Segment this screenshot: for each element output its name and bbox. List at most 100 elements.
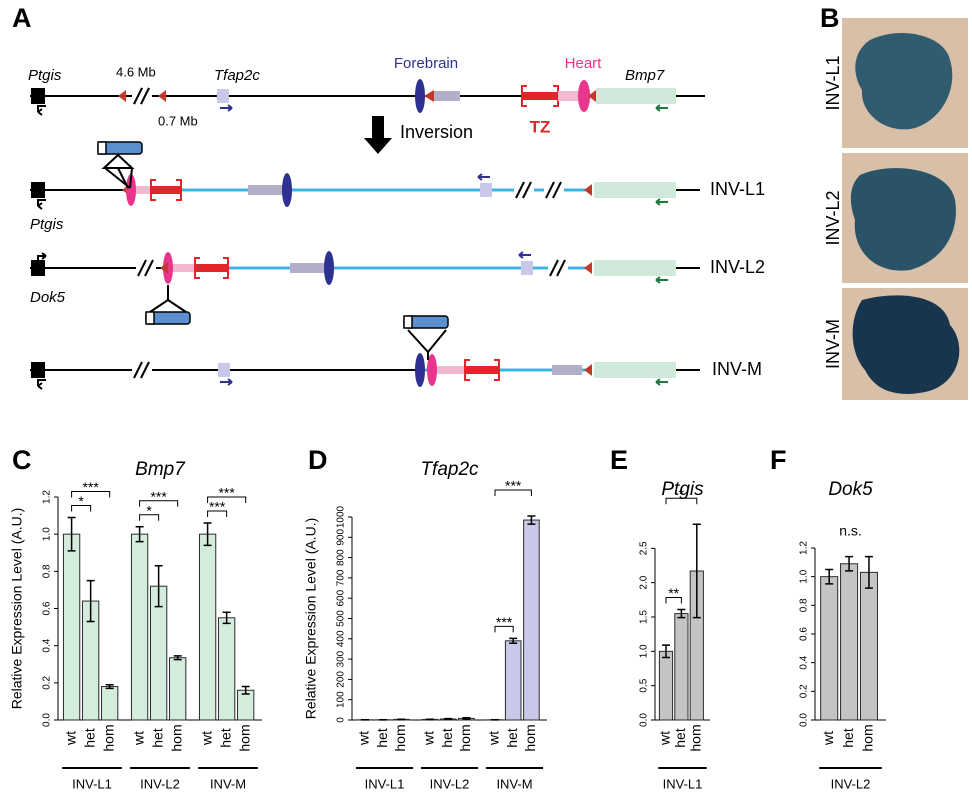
- y-tick-label: 0.0: [799, 713, 810, 727]
- allele-label: INV-M: [712, 359, 762, 379]
- x-tick-label: wt: [657, 731, 673, 746]
- significance-bracket: [139, 514, 160, 521]
- x-tick-label: wt: [62, 731, 78, 746]
- gene-label: Ptgis: [30, 216, 64, 233]
- x-tick-label: hom: [688, 724, 704, 751]
- x-tick-label: hom: [457, 724, 473, 751]
- enhancer-label: Forebrain: [394, 55, 458, 72]
- y-tick-label: 0.0: [42, 713, 53, 727]
- y-tick-label: 300: [336, 650, 347, 667]
- gene-label: Tfap2c: [214, 67, 260, 84]
- error-bar: [825, 568, 834, 585]
- y-tick-label: 1.2: [42, 490, 53, 504]
- x-tick-label: het: [840, 728, 856, 748]
- significance-label: ***: [150, 488, 167, 504]
- y-tick-label: 0.0: [639, 713, 650, 727]
- y-tick-label: 2.0: [639, 575, 650, 589]
- y-tick-label: 900: [336, 529, 347, 546]
- error-bar: [86, 579, 95, 623]
- y-tick-label: 100: [336, 691, 347, 708]
- significance-bracket: [665, 497, 698, 505]
- significance-label: ***: [82, 479, 99, 495]
- x-tick-label: wt: [130, 731, 146, 746]
- y-tick-label: 0.6: [799, 627, 810, 641]
- significance-bracket: [207, 496, 247, 504]
- x-tick-label: hom: [860, 724, 876, 751]
- y-tick-label: 1.2: [799, 541, 810, 555]
- y-axis-label: Relative Expression Level (A.U.): [303, 518, 319, 720]
- significance-label: ***: [218, 485, 235, 501]
- error-bar: [222, 611, 231, 625]
- significance-label: ***: [209, 499, 226, 515]
- significance-bracket: [207, 510, 228, 518]
- y-tick-label: 1.0: [42, 527, 53, 541]
- error-bar: [845, 555, 854, 572]
- annotation: n.s.: [839, 523, 862, 539]
- x-tick-label: het: [504, 728, 520, 748]
- error-bar: [864, 555, 873, 589]
- group-label: INV-L1: [365, 776, 405, 791]
- group-label: INV-L2: [430, 776, 470, 791]
- chart-title: Dok5: [828, 479, 873, 500]
- x-tick-label: het: [149, 728, 165, 748]
- error-bar: [444, 717, 453, 721]
- x-tick-label: het: [374, 728, 390, 748]
- y-tick-label: 0.2: [42, 675, 53, 689]
- x-tick-label: hom: [392, 724, 408, 751]
- y-tick-label: 0.8: [799, 598, 810, 612]
- y-tick-label: 500: [336, 610, 347, 627]
- bar: [130, 533, 149, 721]
- bar: [674, 613, 689, 721]
- bar: [101, 686, 119, 721]
- x-tick-label: wt: [198, 731, 214, 746]
- enhancer-label: Heart: [565, 55, 603, 72]
- chart-title: Bmp7: [135, 459, 186, 480]
- x-tick-label: het: [81, 728, 97, 748]
- wildtype-locus: Ptgis 4.6 Mb Tfap2c 0.7 Mb Forebrain Hea…: [28, 55, 705, 136]
- error-bar: [462, 717, 471, 720]
- y-tick-label: 600: [336, 589, 347, 606]
- x-tick-label: het: [439, 728, 455, 748]
- panel-letter: F: [770, 445, 787, 475]
- error-bar: [203, 522, 212, 547]
- image-label: INV-L2: [823, 190, 843, 245]
- significance-bracket: [71, 490, 111, 498]
- x-tick-label: hom: [522, 724, 538, 751]
- image-label: INV-M: [823, 319, 843, 369]
- y-tick-label: 700: [336, 569, 347, 586]
- bar: [820, 576, 839, 721]
- distance-label: 0.7 Mb: [158, 113, 198, 128]
- panel-letter: E: [610, 445, 628, 475]
- group-label: INV-M: [210, 776, 246, 791]
- significance-label: **: [668, 585, 679, 601]
- bar: [859, 571, 878, 721]
- y-axis-label: Relative Expression Level (A.U.): [9, 508, 25, 710]
- distance-label: 4.6 Mb: [116, 64, 156, 79]
- error-bar: [67, 516, 76, 552]
- x-tick-label: hom: [236, 724, 252, 751]
- significance-label: ***: [496, 614, 513, 630]
- x-tick-label: wt: [486, 731, 502, 746]
- error-bar: [173, 655, 182, 661]
- y-tick-label: 0.4: [799, 655, 810, 669]
- gene-label: Bmp7: [625, 67, 665, 84]
- bar: [840, 563, 859, 721]
- allele-inv-l1: Ptgis INV-L1: [30, 141, 765, 233]
- allele-inv-l2: Dok5 INV-L2: [30, 251, 765, 325]
- significance-bracket: [494, 625, 514, 633]
- error-bar: [677, 608, 686, 619]
- y-tick-label: 200: [336, 671, 347, 688]
- error-bar: [154, 565, 163, 608]
- significance-bracket: [494, 489, 532, 496]
- y-tick-label: 1.0: [639, 644, 650, 658]
- y-tick-label: 0.6: [42, 601, 53, 615]
- y-tick-label: 1000: [336, 505, 347, 528]
- bar: [523, 519, 540, 721]
- panel-letter: D: [308, 445, 328, 475]
- error-bar: [241, 685, 250, 695]
- bar: [198, 533, 217, 721]
- x-tick-label: hom: [100, 724, 116, 751]
- significance-bracket: [665, 596, 682, 604]
- error-bar: [509, 637, 518, 645]
